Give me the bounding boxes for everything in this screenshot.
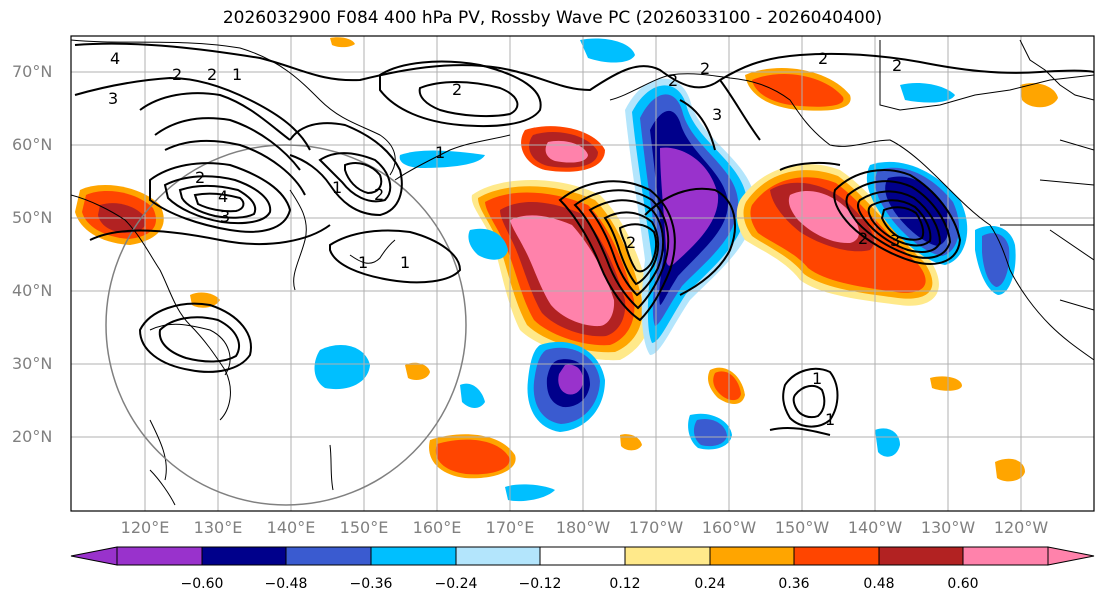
pv-anomaly-shading [75,37,1058,502]
lon-label: 150°W [774,518,830,537]
contour-label: 2 [668,71,678,90]
contour-label: 1 [332,178,342,197]
colorbar-tick-label: 0.36 [778,576,810,592]
colorbar-tick-label: −0.24 [434,576,478,592]
contour-label: 3 [712,105,722,124]
contour-label: 1 [232,65,242,84]
colorbar-bin [285,546,372,566]
colorbar-bin [624,546,711,566]
lon-label: 130°E [193,518,243,537]
coastlines [71,39,1094,506]
colorbar-tick-label: −0.60 [180,576,224,592]
lon-label: 140°E [266,518,316,537]
colorbar-extend-low [70,546,118,566]
lat-label: 30°N [12,354,53,373]
contour-label: 2 [207,65,217,84]
contour-label: 3 [108,89,118,108]
contour-label: 2 [374,185,384,204]
colorbar-bin [539,546,626,566]
colorbar-extend-high [1047,546,1095,566]
colorbar [70,546,1095,566]
colorbar-bin [878,546,964,566]
lon-label: 170°W [628,518,684,537]
contour-label: 2 [195,168,205,187]
colorbar-tick-label: 0.12 [609,576,641,592]
lon-label: 140°W [847,518,903,537]
contour-label: 2 [452,80,462,99]
lon-label: 120°E [120,518,170,537]
colorbar-bin [370,546,457,566]
contour-label: 1 [400,253,410,272]
lat-label: 70°N [12,62,53,81]
colorbar-bin [709,546,795,566]
colorbar-tick-label: 0.48 [863,576,895,592]
lat-label: 20°N [12,427,53,446]
map-area: 4 2 2 1 3 2 2 2 2 1 2 3 4 3 2 1 1 1 2 2 … [71,36,1094,511]
contour-label: 4 [110,49,120,68]
gridlines [71,36,1094,511]
colorbar-tick-label: −0.48 [264,576,308,592]
contour-label: 2 [626,233,636,252]
lat-label: 40°N [12,281,53,300]
colorbar-bin [116,546,203,566]
reference-circle [105,144,467,506]
contour-label: 2 [700,59,710,78]
lon-label: 160°E [412,518,462,537]
colorbar-tick-label: 0.24 [694,576,726,592]
contour-label: 2 [818,49,828,68]
lon-label: 160°W [701,518,757,537]
colorbar-tick-label: 0.60 [947,576,979,592]
lat-label: 50°N [12,208,53,227]
contour-label: 1 [358,253,368,272]
lon-label: 150°E [339,518,389,537]
contour-label: 3 [220,207,230,226]
lon-label: 120°W [993,518,1049,537]
plot-title: 2026032900 F084 400 hPa PV, Rossby Wave … [222,8,883,28]
contour-label: 1 [825,410,835,429]
lon-label: 170°E [485,518,535,537]
colorbar-bin [793,546,880,566]
colorbar-tick-label: −0.12 [518,576,562,592]
colorbar-bin [455,546,541,566]
contour-label: 1 [812,369,822,388]
lon-label: 180°W [555,518,611,537]
contour-label: 2 [858,229,868,248]
colorbar-tick-label: −0.36 [349,576,393,592]
pv-contours [74,42,1094,436]
lon-label: 130°W [920,518,976,537]
colorbar-bin [201,546,287,566]
lat-label: 60°N [12,135,53,154]
contour-label: 2 [172,65,182,84]
contour-label: 4 [218,187,228,206]
contour-labels: 4 2 2 1 3 2 2 2 2 1 2 3 4 3 2 1 1 1 2 2 … [108,49,902,429]
contour-label: 1 [435,143,445,162]
contour-label: 2 [892,56,902,75]
colorbar-bin [962,546,1049,566]
contour-label: 3 [890,231,900,250]
map-border [70,35,1095,512]
